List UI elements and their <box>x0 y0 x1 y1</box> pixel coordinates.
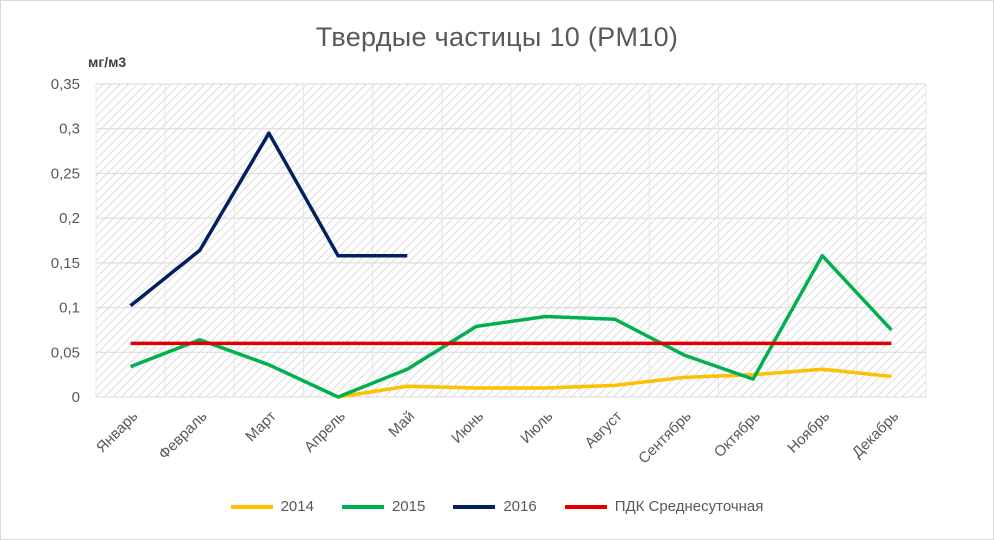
legend-item: ПДК Среднесуточная <box>564 498 764 515</box>
y-tick-label: 0,05 <box>51 344 80 361</box>
x-tick-label: Январь <box>93 408 142 457</box>
x-tick-label: Июнь <box>448 408 487 447</box>
x-tick-label: Май <box>385 408 418 441</box>
legend-item: 2016 <box>453 498 537 515</box>
x-tick-label: Декабрь <box>849 408 903 462</box>
y-tick-label: 0,2 <box>59 210 80 227</box>
y-axis-ticks: 0 0,05 0,1 0,15 0,2 0,25 0,3 0,35 <box>51 76 80 406</box>
y-axis-label: мг/м3 <box>88 54 127 70</box>
x-tick-label: Апрель <box>301 408 349 456</box>
legend-swatch <box>453 504 496 509</box>
x-axis-ticks: Январь Февраль Март Апрель Май Июнь Июль Август… <box>93 408 902 468</box>
legend-label: ПДК Среднесуточная <box>614 498 764 515</box>
series-line-2015 <box>129 253 893 399</box>
x-tick-label: Февраль <box>155 408 210 463</box>
x-tick-label: Октябрь <box>711 408 764 461</box>
y-tick-label: 0,1 <box>59 300 80 317</box>
series-line-2014 <box>337 367 892 399</box>
y-tick-label: 0,35 <box>51 76 80 93</box>
x-tick-label: Июль <box>517 408 556 447</box>
legend-swatch <box>341 504 384 509</box>
y-tick-label: 0,15 <box>51 255 80 272</box>
legend-swatch <box>230 504 273 509</box>
series-line-2016 <box>129 131 408 308</box>
legend-swatch <box>564 504 607 509</box>
y-tick-label: 0,25 <box>51 165 80 182</box>
x-tick-label: Сентябрь <box>635 408 695 468</box>
legend: 2014 2015 2016 ПДК Среднесуточная <box>0 498 994 515</box>
legend-label: 2014 <box>280 498 314 515</box>
legend-label: 2016 <box>503 498 537 515</box>
series-lines <box>129 131 893 399</box>
x-tick-label: Ноябрь <box>784 408 833 457</box>
legend-label: 2015 <box>391 498 426 515</box>
legend-item: 2015 <box>341 498 426 515</box>
y-tick-label: 0 <box>72 389 80 406</box>
legend-item: 2014 <box>230 498 314 515</box>
x-tick-label: Март <box>242 408 279 445</box>
chart-title: Твердые частицы 10 (PM10) <box>315 22 679 52</box>
x-tick-label: Август <box>582 408 626 452</box>
y-tick-label: 0,3 <box>59 121 80 138</box>
